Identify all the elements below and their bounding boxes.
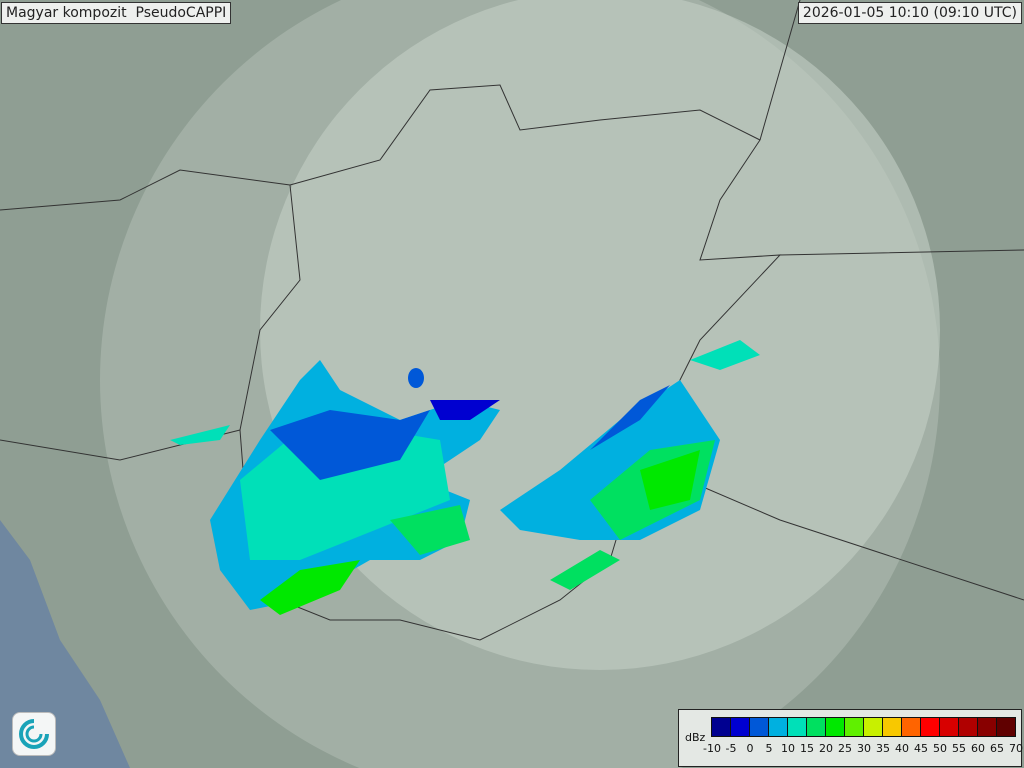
- legend-tick-label: 50: [933, 742, 947, 755]
- product-title: Magyar kompozit PseudoCAPPI: [1, 2, 232, 24]
- precipitation-echoes: [170, 340, 760, 615]
- legend-tick-label: 5: [765, 742, 773, 755]
- legend-tick-label: 45: [914, 742, 928, 755]
- legend-swatch: [940, 718, 959, 736]
- legend-tick-label: 70: [1009, 742, 1023, 755]
- dbz-legend: dBz -10 -5 0 5 10 15 20 25 30 35 40 45 50 55 60 65 70: [678, 709, 1023, 767]
- legend-tick-label: 15: [800, 742, 814, 755]
- legend-tick-label: 65: [990, 742, 1004, 755]
- legend-tick-label: -10: [703, 742, 721, 755]
- legend-tick-label: 30: [857, 742, 871, 755]
- legend-swatch: [769, 718, 788, 736]
- legend-tick-label: 0: [746, 742, 754, 755]
- legend-swatch: [712, 718, 731, 736]
- legend-tick-label: 40: [895, 742, 909, 755]
- omsz-logo-icon: [12, 712, 56, 756]
- legend-swatch: [864, 718, 883, 736]
- legend-swatch: [807, 718, 826, 736]
- adriatic-sea: [0, 520, 130, 768]
- legend-tick-label: 35: [876, 742, 890, 755]
- legend-tick-label: 60: [971, 742, 985, 755]
- legend-ticks: -10 -5 0 5 10 15 20 25 30 35 40 45 50 55 60 65 70: [679, 742, 1023, 762]
- legend-tick-label: 20: [819, 742, 833, 755]
- legend-swatch: [731, 718, 750, 736]
- legend-unit: dBz: [685, 731, 706, 744]
- legend-swatch: [921, 718, 940, 736]
- legend-swatch: [959, 718, 978, 736]
- legend-swatch: [978, 718, 997, 736]
- legend-tick-label: 25: [838, 742, 852, 755]
- legend-swatch: [883, 718, 902, 736]
- legend-swatch: [845, 718, 864, 736]
- legend-swatch: [750, 718, 769, 736]
- legend-tick-label: 55: [952, 742, 966, 755]
- country-borders: [0, 0, 1024, 601]
- legend-tick-label: 10: [781, 742, 795, 755]
- legend-swatch: [902, 718, 921, 736]
- legend-swatch: [788, 718, 807, 736]
- legend-swatch: [997, 718, 1015, 736]
- legend-color-bar: [711, 717, 1016, 737]
- timestamp-label: 2026-01-05 10:10 (09:10 UTC): [797, 2, 1022, 24]
- legend-swatch: [826, 718, 845, 736]
- legend-tick-label: -5: [725, 742, 737, 755]
